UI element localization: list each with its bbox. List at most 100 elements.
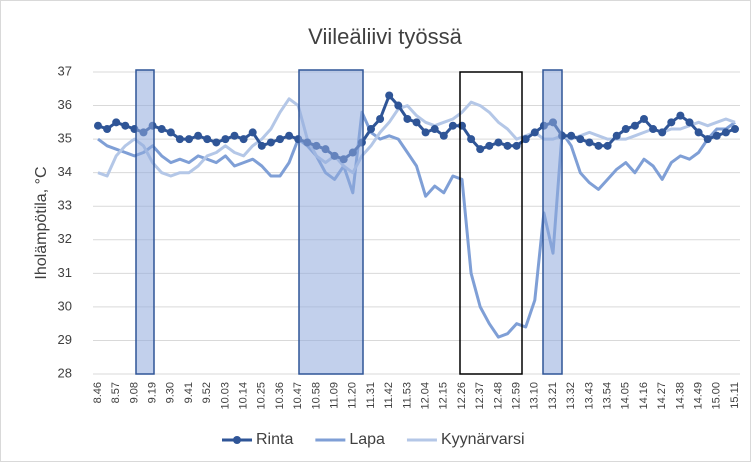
- y-tick-label: 32: [58, 231, 72, 246]
- x-tick-label: 11.42: [383, 382, 395, 409]
- data-point: [467, 135, 476, 144]
- data-point: [640, 114, 648, 123]
- x-tick-label: 9.41: [183, 382, 195, 403]
- data-point: [185, 135, 193, 144]
- x-tick-label: 12.59: [511, 382, 523, 410]
- plot-lines: [93, 71, 740, 375]
- data-point: [166, 128, 175, 137]
- data-point: [658, 128, 667, 137]
- data-point: [257, 141, 266, 150]
- data-point: [667, 118, 676, 127]
- data-point: [285, 131, 294, 140]
- data-point: [567, 131, 576, 140]
- data-point: [266, 138, 275, 147]
- x-tick-label: 8.57: [110, 382, 122, 403]
- data-point: [630, 121, 639, 130]
- data-point: [112, 118, 121, 127]
- x-tick-label: 12.04: [420, 382, 432, 410]
- data-point: [403, 114, 412, 123]
- y-tick-label: 31: [58, 265, 72, 280]
- highlight-period: [298, 69, 364, 375]
- x-tick-label: 10.25: [256, 382, 268, 410]
- data-point: [439, 131, 448, 140]
- data-point: [421, 128, 430, 137]
- x-tick-label: 12.26: [456, 382, 468, 410]
- legend-label: Lapa: [349, 431, 385, 448]
- y-tick-label: 35: [58, 131, 72, 146]
- data-point: [530, 128, 539, 137]
- data-point: [485, 141, 494, 150]
- x-tick-label: 11.53: [401, 382, 413, 409]
- y-tick-label: 36: [58, 97, 72, 112]
- chart-title: Viileäliivi työssä: [308, 24, 462, 49]
- x-tick-label: 13.32: [565, 382, 577, 410]
- x-tick-label: 10.03: [219, 382, 231, 410]
- data-point: [221, 135, 230, 144]
- x-tick-label: 10.58: [310, 382, 322, 410]
- data-point: [676, 111, 685, 120]
- x-tick-label: 9.30: [165, 382, 177, 403]
- x-tick-label: 14.49: [693, 382, 705, 410]
- data-point: [712, 131, 721, 140]
- data-point: [731, 125, 739, 134]
- data-point: [121, 121, 130, 130]
- x-tick-label: 10.14: [238, 382, 250, 410]
- data-point: [721, 128, 730, 137]
- data-point: [430, 125, 439, 134]
- data-point: [703, 135, 712, 144]
- x-tick-label: 13.21: [547, 382, 559, 410]
- highlights: [135, 69, 563, 375]
- legend-marker: [233, 436, 241, 444]
- legend-label: Rinta: [256, 431, 293, 448]
- data-point: [594, 141, 603, 150]
- data-point: [448, 121, 457, 130]
- x-tick-label: 11.20: [347, 382, 359, 409]
- data-point: [239, 135, 248, 144]
- data-point: [175, 135, 184, 144]
- y-tick-label: 33: [58, 198, 72, 213]
- data-point: [612, 131, 621, 140]
- data-point: [412, 118, 421, 127]
- data-point: [203, 135, 212, 144]
- data-point: [649, 125, 658, 134]
- x-tick-label: 14.38: [674, 382, 686, 410]
- data-point: [103, 125, 112, 134]
- data-point: [376, 114, 385, 123]
- y-tick-label: 30: [58, 298, 72, 313]
- x-tick-label: 15.11: [729, 382, 741, 409]
- x-tick-label: 8.46: [92, 382, 104, 403]
- data-point: [694, 128, 703, 137]
- x-tick-label: 12.37: [474, 382, 486, 410]
- data-point: [512, 141, 521, 150]
- x-tick-label: 10.47: [292, 382, 304, 410]
- legend-label: Kyynärvarsi: [441, 431, 525, 448]
- x-tick-label: 11.09: [329, 382, 341, 409]
- data-point: [394, 101, 403, 110]
- x-tick-label: 11.31: [365, 382, 377, 409]
- data-point: [367, 125, 375, 134]
- data-point: [212, 138, 221, 147]
- x-tick-label: 13.54: [602, 382, 614, 410]
- data-point: [585, 138, 594, 147]
- data-point: [476, 145, 485, 154]
- x-tick-label: 9.08: [128, 382, 140, 403]
- highlight-period: [542, 69, 563, 375]
- data-point: [194, 131, 203, 140]
- data-point: [621, 125, 630, 134]
- y-tick-label: 28: [58, 365, 72, 380]
- x-tick-label: 9.19: [147, 382, 159, 403]
- data-point: [157, 125, 166, 134]
- data-point: [521, 135, 530, 144]
- data-point: [685, 118, 694, 127]
- data-point: [458, 121, 466, 130]
- x-tick-label: 10.36: [274, 382, 286, 410]
- x-tick-label: 12.15: [438, 382, 450, 410]
- data-point: [248, 128, 257, 137]
- data-point: [603, 141, 612, 150]
- y-tick-label: 37: [58, 63, 72, 78]
- highlight-period: [135, 69, 155, 375]
- data-point: [385, 91, 394, 100]
- x-tick-label: 14.05: [620, 382, 632, 410]
- y-axis-label: Iholämpötila, °C: [33, 166, 50, 279]
